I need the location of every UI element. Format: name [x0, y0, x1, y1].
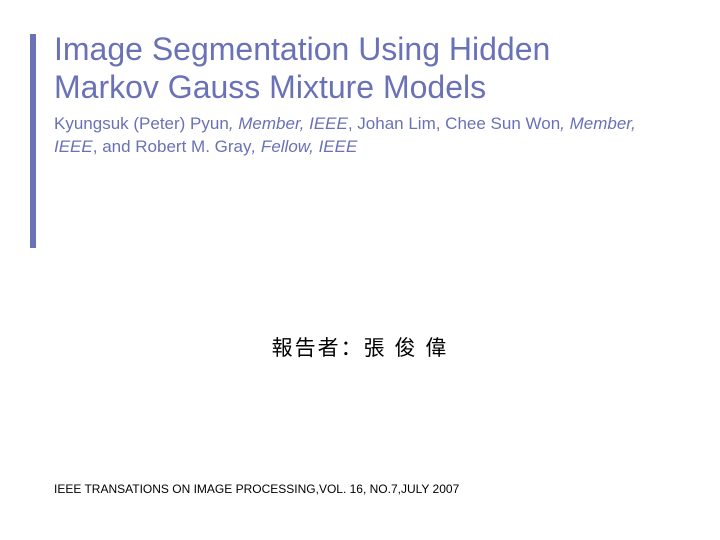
- title-block: Image Segmentation Using Hidden Markov G…: [54, 30, 654, 159]
- title-accent-bar: [30, 34, 36, 248]
- presenter-line: 報告者：張 俊 偉: [0, 332, 720, 362]
- author-role: , Fellow, IEEE: [251, 137, 357, 156]
- footer-citation: IEEE TRANSATIONS ON IMAGE PROCESSING,VOL…: [54, 482, 459, 496]
- author-role: , Member, IEEE: [229, 114, 348, 133]
- author-name: Kyungsuk (Peter) Pyun: [54, 114, 229, 133]
- author-name: , and Robert M. Gray: [93, 137, 252, 156]
- slide-title: Image Segmentation Using Hidden Markov G…: [54, 30, 654, 107]
- author-name: , Johan Lim, Chee Sun Won: [348, 114, 560, 133]
- author-line: Kyungsuk (Peter) Pyun, Member, IEEE, Joh…: [54, 113, 654, 159]
